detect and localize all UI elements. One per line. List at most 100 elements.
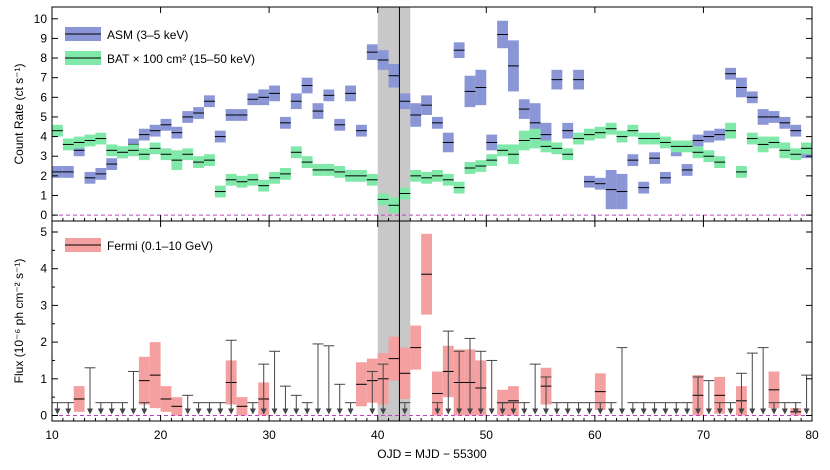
fermi-upper-limit [464, 337, 476, 415]
x-tick-label: 70 [697, 428, 711, 442]
upper-limit-arrow-head [543, 408, 549, 415]
fermi-upper-limit [204, 402, 215, 415]
fermi-upper-limit [475, 350, 487, 415]
upper-limit-arrow-head [477, 408, 484, 415]
fermi-upper-limit [323, 345, 335, 415]
x-tick-label: 30 [262, 428, 276, 442]
fermi-upper-limit [573, 402, 584, 415]
upper-limit-arrow-head [325, 408, 332, 415]
fermi-upper-limit [768, 402, 780, 415]
upper-limit-arrow-head [434, 408, 441, 415]
fermi-upper-limit [486, 359, 498, 415]
upper-limit-arrow-head [380, 408, 387, 415]
y-tick-label-top: 5 [40, 110, 47, 124]
upper-limit-arrow-head [792, 408, 799, 415]
fermi-upper-limit [714, 402, 726, 415]
upper-limit-arrow-head [608, 408, 615, 415]
fermi-upper-limit [529, 363, 541, 415]
upper-limit-arrow-head [760, 408, 767, 415]
fermi-upper-limit [269, 350, 280, 415]
fermi-upper-limit [670, 402, 682, 415]
y-tick-label-top: 0 [40, 208, 47, 222]
upper-limit-arrow-head [315, 408, 321, 415]
upper-limit-arrow-head [141, 408, 148, 415]
fermi-upper-limit [301, 402, 313, 415]
upper-limit-arrow-head [304, 408, 311, 415]
upper-limit-arrow-head [695, 408, 701, 415]
upper-limit-arrow-head [771, 408, 777, 415]
fermi-upper-limit [757, 347, 769, 415]
fermi-upper-limit [432, 402, 443, 415]
fermi-upper-limit [84, 367, 96, 415]
fermi-upper-limit [280, 385, 291, 415]
fermi-upper-limit [182, 394, 194, 415]
upper-limit-arrow-head [336, 408, 343, 415]
upper-limit-arrow-head [119, 408, 126, 415]
fermi-upper-limit [725, 402, 736, 415]
upper-limit-arrow-head [553, 408, 560, 415]
fermi-upper-limit [290, 394, 302, 415]
fermi-upper-limit [660, 402, 671, 415]
upper-limit-arrow-head [249, 408, 256, 415]
fermi-upper-limit [562, 402, 574, 415]
flare-window-band-top [377, 7, 411, 221]
upper-limit-arrow-head [651, 408, 658, 415]
x-tick-label: 50 [480, 428, 494, 442]
upper-limit-arrow-head [629, 408, 636, 415]
y-tick-label-bottom: 4 [40, 262, 47, 276]
fermi-upper-limit [594, 402, 606, 415]
upper-limit-arrow-head [260, 408, 267, 415]
upper-limit-arrow-head [401, 408, 408, 415]
fermi-upper-limit [551, 402, 563, 415]
fermi-upper-limit [138, 402, 150, 415]
fermi-upper-limit [366, 370, 378, 415]
fermi-upper-limit [62, 402, 74, 415]
upper-limit-arrow-head [673, 408, 680, 415]
y-tick-label-bottom: 3 [40, 298, 47, 312]
upper-limit-arrow-head [217, 408, 224, 415]
axis-ticks: 10 20 30 40 50 60 70 80 0 1 2 3 4 5 6 7 8 9 10 0 1 2 3 4 5 [34, 7, 819, 442]
upper-limit-arrow-head [521, 408, 528, 415]
fermi-upper-limit [627, 402, 639, 415]
upper-limit-arrow-head [184, 408, 191, 415]
upper-limit-arrow-head [586, 408, 593, 415]
upper-limit-arrow-head [662, 408, 669, 415]
fermi-upper-limit [497, 402, 508, 415]
upper-limit-arrow-head [640, 408, 647, 415]
upper-limit-arrow-head [87, 408, 93, 415]
fermi-upper-limit [95, 402, 107, 415]
fermi-upper-limit [128, 370, 139, 415]
upper-limit-arrow-head [575, 408, 582, 415]
legend-fermi-label: Fermi (0.1–10 GeV) [107, 239, 213, 253]
fermi-upper-limit [736, 372, 747, 415]
fermi-upper-limit [442, 330, 454, 415]
upper-limit-arrow-head [108, 408, 115, 415]
bottom-panel-data [52, 233, 812, 416]
upper-limit-arrow-head [456, 408, 463, 415]
fermi-upper-limit [692, 376, 704, 415]
upper-limit-arrow-head [619, 408, 625, 415]
fermi-upper-limit [616, 347, 628, 415]
fermi-upper-limit [345, 402, 356, 415]
upper-limit-arrow-head [684, 408, 691, 415]
upper-limit-arrow-head [716, 408, 723, 415]
fermi-upper-limit [377, 363, 389, 415]
y-tick-label-top: 9 [40, 31, 47, 45]
fermi-upper-limit [638, 402, 650, 415]
upper-limit-arrow-head [347, 408, 354, 415]
fermi-upper-limit [106, 402, 118, 415]
y-tick-label-top: 7 [40, 71, 47, 85]
fermi-upper-limit [193, 402, 204, 415]
upper-limit-arrow-head [564, 408, 571, 415]
fermi-upper-limit [453, 350, 465, 415]
y-tick-label-bottom: 1 [40, 372, 47, 386]
fermi-upper-limit [746, 352, 758, 415]
fermi-upper-limit [649, 402, 660, 415]
fermi-upper-limit [334, 383, 346, 415]
upper-limit-arrow-head [499, 408, 506, 415]
fermi-upper-limit [117, 402, 128, 415]
y-axis-title-top: Count Rate (ct s⁻¹) [12, 63, 26, 164]
x-tick-label: 10 [45, 428, 59, 442]
upper-limit-arrow-head [749, 408, 756, 415]
fermi-upper-limit [790, 402, 802, 415]
